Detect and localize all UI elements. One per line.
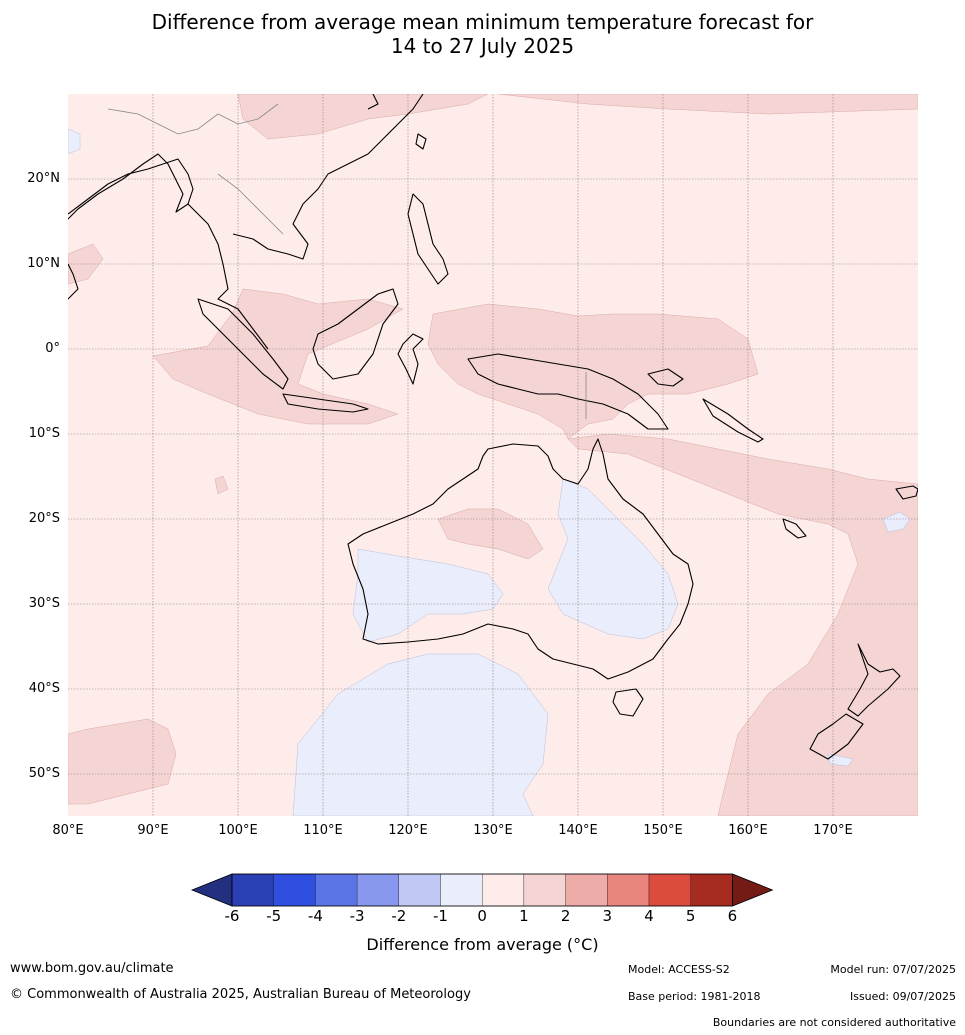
lon-label-120e: 120°E (388, 823, 428, 838)
coastline-india-south (68, 263, 79, 300)
colorbar-cell (690, 873, 733, 907)
footer-copyright: © Commonwealth of Australia 2025, Austra… (10, 987, 471, 1002)
anomaly-region-southwest-pacific (567, 433, 918, 816)
colorbar-tick-label: 3 (602, 907, 613, 925)
lon-label-160e: 160°E (728, 823, 768, 838)
map-canvas (68, 94, 918, 816)
coastline-sulawesi (397, 333, 424, 385)
lon-label-130e: 130°E (473, 823, 513, 838)
colorbar-cell (482, 873, 525, 907)
anomaly-region-southern-indian (68, 718, 177, 805)
lat-label-40s: 40°S (28, 681, 60, 696)
cool-region-southern-ocean (292, 653, 549, 816)
anomaly-minus1-to-0-regions (68, 128, 911, 816)
colorbar-cell (607, 873, 650, 907)
coastline-nz-north-island (847, 643, 901, 717)
colorbar-tick-label: -2 (391, 907, 407, 925)
title-line-1: Difference from average mean minimum tem… (151, 10, 814, 34)
forecast-map (68, 94, 918, 816)
lon-label-150e: 150°E (643, 823, 683, 838)
lat-label-20n: 20°N (27, 171, 60, 186)
lat-label-10s: 10°S (28, 426, 60, 441)
coastline-nz-south-island (809, 713, 864, 760)
colorbar-tick-label: 1 (519, 907, 529, 925)
colorbar-tick-label: 4 (644, 907, 654, 925)
colorbar-tick-label: -1 (433, 907, 448, 925)
border-himalaya (107, 103, 279, 135)
anomaly-region-north-pacific (497, 94, 918, 115)
coastline-borneo (312, 288, 399, 380)
coastline-new-guinea (467, 353, 669, 430)
colorbar-extend-high (732, 873, 774, 907)
coastline-tasmania (612, 688, 644, 717)
colorbar-cell (440, 873, 483, 907)
coastline-new-britain (647, 368, 684, 387)
colorbar-outline (231, 873, 733, 907)
colorbar-tick-label: 6 (727, 907, 738, 925)
cool-region-western-australia (352, 548, 504, 643)
anomaly-region-north (237, 94, 489, 140)
footer-model: Model: ACCESS-S2 (628, 963, 730, 976)
footer-model-run: Model run: 07/07/2025 (830, 963, 956, 976)
cool-region-eastern-australia (547, 478, 679, 640)
coastline-taiwan (415, 133, 427, 150)
coastline-malay-peninsula (187, 203, 269, 350)
colorbar (190, 873, 774, 907)
lon-label-80e: 80°E (52, 823, 84, 838)
anomaly-region-small-patch (214, 475, 229, 495)
colorbar-cell (648, 873, 691, 907)
colorbar-tick-label: 0 (477, 907, 487, 925)
graticule (68, 94, 918, 816)
title-line-2: 14 to 27 July 2025 (390, 34, 575, 58)
colorbar-tick-label: 2 (560, 907, 571, 925)
colorbar-label: Difference from average (°C) (366, 935, 599, 954)
lat-label-20s: 20°S (28, 511, 60, 526)
anomaly-region-arabian (68, 243, 104, 285)
lon-label-170e: 170°E (813, 823, 853, 838)
colorbar-cell (231, 873, 274, 907)
coastline-new-caledonia (782, 518, 807, 539)
map-title: Difference from average mean minimum tem… (0, 10, 965, 58)
colorbar-extend-low (190, 873, 233, 907)
coastline-indochina-china (232, 94, 424, 260)
lon-label-110e: 110°E (303, 823, 343, 838)
coastline-solomon-islands (702, 398, 764, 443)
colorbar-cell (565, 873, 608, 907)
lon-label-140e: 140°E (558, 823, 598, 838)
footer-base-period: Base period: 1981-2018 (628, 990, 761, 1003)
anomaly-region-northwest-australia (437, 508, 544, 560)
footer-issued: Issued: 09/07/2025 (849, 990, 956, 1003)
lon-label-100e: 100°E (218, 823, 258, 838)
lat-label-10n: 10°N (27, 256, 60, 271)
colorbar-tick-label: -5 (266, 907, 282, 925)
colorbar-cell (273, 873, 316, 907)
colorbar-cell (398, 873, 441, 907)
colorbar-tick-label: -4 (307, 907, 323, 925)
coastline-australia (347, 438, 694, 680)
coastline-fiji (895, 485, 918, 500)
coastline-korea (367, 94, 379, 110)
footer-website: www.bom.gov.au/climate (10, 961, 174, 976)
colorbar-cells (190, 873, 774, 907)
cool-region-north-india (68, 128, 81, 155)
lat-label-0: 0° (45, 341, 60, 356)
colorbar-tick-label: 5 (685, 907, 696, 925)
lat-label-50s: 50°S (28, 766, 60, 781)
lon-label-90e: 90°E (137, 823, 169, 838)
footer-disclaimer: Boundaries are not considered authoritat… (712, 1016, 956, 1029)
coastlines (68, 94, 918, 760)
cool-region-south-nz (827, 753, 854, 767)
coastline-java (282, 393, 369, 413)
colorbar-cell (356, 873, 399, 907)
coastline-sumatra (197, 298, 289, 390)
colorbar-cell (315, 873, 358, 907)
country-borders (107, 103, 587, 419)
border-indochina (217, 173, 284, 235)
colorbar-tick-label: -6 (224, 907, 240, 925)
cool-region-fiji (882, 511, 911, 533)
colorbar-cell (523, 873, 566, 907)
lat-label-30s: 30°S (28, 596, 60, 611)
colorbar-tick-label: -3 (349, 907, 365, 925)
coastline-philippines (407, 193, 449, 285)
